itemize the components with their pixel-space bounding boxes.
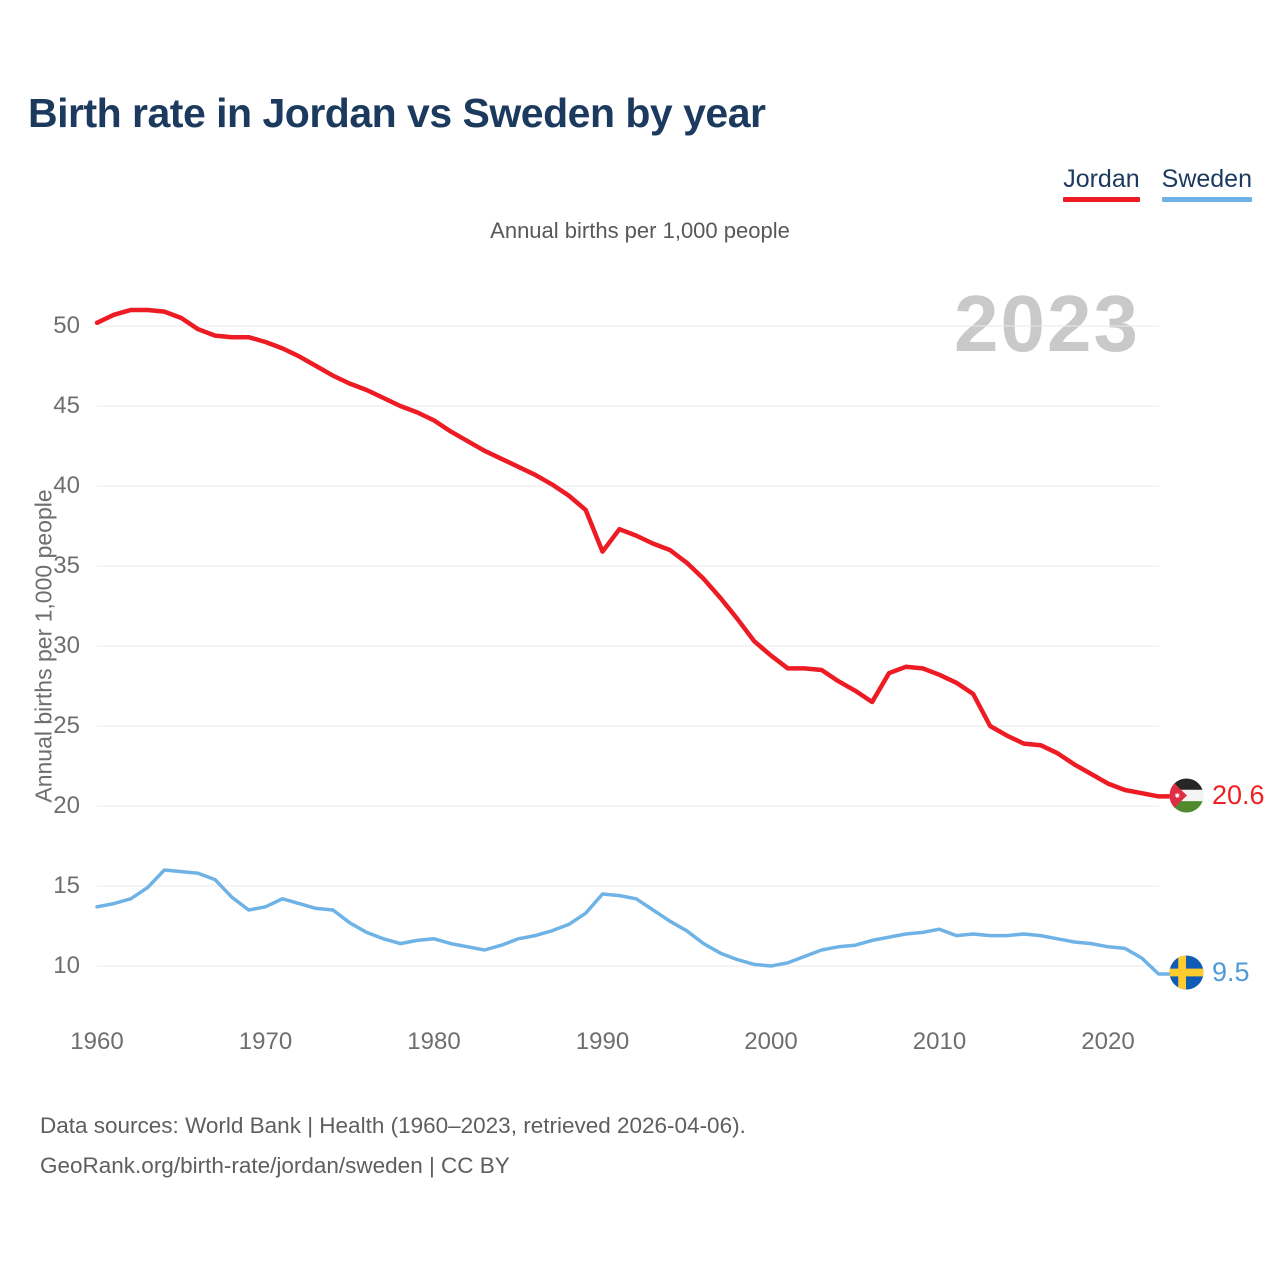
jordan-flag-icon — [1169, 778, 1204, 813]
page-title: Birth rate in Jordan vs Sweden by year — [28, 90, 766, 136]
sweden-line — [95, 868, 1172, 976]
footer: Data sources: World Bank | Health (1960–… — [40, 1106, 746, 1186]
legend-item-sweden[interactable]: Sweden — [1161, 165, 1252, 202]
watermark-year: 2023 — [954, 279, 1140, 368]
legend-item-jordan[interactable]: Jordan — [1063, 165, 1140, 202]
y-tick-label: 15 — [53, 872, 80, 899]
x-tick-label: 1960 — [70, 1028, 124, 1055]
y-tick-label: 20 — [53, 792, 80, 819]
jordan-line — [94, 307, 1172, 799]
x-tick-label: 2020 — [1081, 1028, 1135, 1055]
legend: Jordan Sweden — [1063, 165, 1252, 202]
footer-attribution: GeoRank.org/birth-rate/jordan/sweden | C… — [40, 1153, 510, 1178]
legend-underline-jordan — [1063, 197, 1140, 202]
y-tick-label: 50 — [53, 312, 80, 339]
footer-sources: Data sources: World Bank | Health (1960–… — [40, 1113, 746, 1138]
sweden-end-marker: 9.5 — [1169, 955, 1250, 990]
sweden-flag-icon — [1169, 955, 1204, 990]
x-tick-label: 1980 — [407, 1028, 461, 1055]
jordan-end-value: 20.6 — [1212, 780, 1265, 810]
chart-subtitle: Annual births per 1,000 people — [490, 218, 790, 243]
jordan-end-marker: 20.6 — [1169, 778, 1265, 813]
y-tick-label: 30 — [53, 632, 80, 659]
y-tick-label: 35 — [53, 552, 80, 579]
y-tick-label: 10 — [53, 952, 80, 979]
x-tick-label: 1970 — [238, 1028, 293, 1055]
legend-label-jordan: Jordan — [1063, 165, 1140, 193]
x-tick-label: 2000 — [744, 1028, 798, 1055]
y-tick-label: 45 — [53, 392, 80, 419]
y-axis-title: Annual births per 1,000 people — [30, 489, 57, 803]
y-tick-label: 40 — [53, 472, 80, 499]
sweden-end-value: 9.5 — [1212, 957, 1250, 987]
x-tick-label: 1990 — [575, 1028, 630, 1055]
y-tick-label: 25 — [53, 712, 80, 739]
x-tick-label: 2010 — [912, 1028, 967, 1055]
legend-underline-sweden — [1161, 197, 1252, 202]
legend-label-sweden: Sweden — [1161, 165, 1252, 193]
